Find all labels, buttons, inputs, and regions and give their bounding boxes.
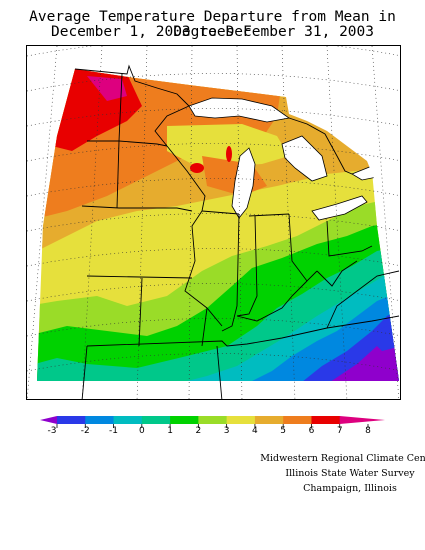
border-canada-east (288, 117, 353, 175)
field-purple (302, 331, 399, 381)
legend-swatch (57, 416, 86, 424)
field-red-spot-2 (226, 146, 232, 162)
legend-swatch (283, 416, 312, 424)
legend-swatch (226, 416, 256, 424)
border-ia-west (116, 140, 120, 209)
legend-tick-label: -2 (80, 426, 90, 436)
map-canvas (27, 46, 400, 399)
lake-huron (281, 135, 328, 182)
legend-tick-label: 7 (336, 426, 343, 436)
legend-tick-label: 6 (308, 426, 315, 436)
legend-swatch (85, 416, 115, 424)
legend-tick-label: 0 (138, 426, 145, 436)
border-mo-north (86, 275, 193, 279)
border-mn-ia (118, 140, 168, 147)
legend-tick-label: -1 (109, 426, 119, 436)
border-il-west (184, 210, 223, 327)
border-wi-ia (166, 145, 206, 212)
field-magenta (87, 76, 127, 101)
lake-michigan (231, 147, 256, 219)
legend-swatch (170, 416, 199, 424)
border-ks-mo (138, 277, 143, 347)
legend-swatches (40, 416, 385, 424)
legend-tick-label: 1 (167, 426, 173, 436)
graticule (27, 46, 400, 399)
field-yellow-north (167, 124, 289, 166)
lake-superior (188, 97, 291, 123)
border-mi-in-oh (248, 213, 290, 217)
border-south-line (86, 315, 400, 347)
border-wv (316, 260, 358, 287)
border-canada-west (74, 64, 190, 107)
legend-tick-label: -3 (47, 426, 57, 436)
legend-swatch (141, 416, 171, 424)
legend-tick-marks (56, 424, 369, 428)
legend-swatch-low (40, 416, 57, 424)
legend-tick-label: 5 (280, 426, 287, 436)
credit-location: Champaign, Illinois (303, 483, 397, 494)
border-tn-west (216, 345, 223, 399)
legend-swatch (254, 416, 284, 424)
border-mn-wi (154, 105, 190, 147)
legend-swatch-high (339, 416, 385, 424)
credit-survey: Illinois State Water Survey (285, 468, 415, 479)
lake-erie (311, 195, 368, 221)
temperature-departure-map (26, 45, 401, 400)
legend-swatch (113, 416, 143, 424)
field-red-spot-1 (190, 163, 204, 173)
credit-center: Midwestern Regional Climate Center (260, 453, 425, 464)
border-il-in (221, 213, 240, 332)
border-ky-north (236, 280, 308, 322)
border-oh-wv (288, 213, 318, 282)
legend-tick-label: 8 (365, 426, 371, 436)
legend-swatch (198, 416, 228, 424)
border-in-oh (236, 215, 258, 317)
legend-tick-label: 4 (252, 426, 258, 436)
map-date-range: December 1, 2003 to December 31, 2003 (50, 24, 374, 40)
color-scale-legend (40, 416, 385, 428)
border-ia-south (81, 205, 193, 212)
legend-swatch (311, 416, 341, 424)
map-title: Average Temperature Departure from Mean … (29, 9, 396, 40)
border-wi-il (201, 210, 240, 215)
legend-tick-label: 2 (195, 426, 202, 436)
border-va (326, 270, 400, 329)
border-pa (326, 220, 373, 257)
border-mo-ar (201, 307, 208, 347)
legend-tick-label: 3 (223, 426, 230, 436)
state-boundaries (74, 64, 400, 399)
border-ok (81, 345, 88, 399)
